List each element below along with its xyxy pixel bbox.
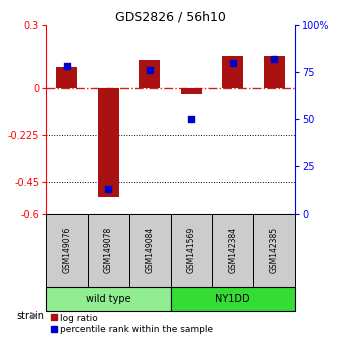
Bar	[264, 56, 285, 88]
Point	[230, 60, 235, 65]
Bar	[46, 287, 170, 311]
Text: GSM149076: GSM149076	[62, 227, 71, 273]
Text: GSM142384: GSM142384	[228, 227, 237, 273]
Bar	[222, 56, 243, 88]
Point	[271, 56, 277, 62]
Bar	[212, 214, 253, 287]
Legend: log ratio, percentile rank within the sample: log ratio, percentile rank within the sa…	[50, 314, 213, 334]
Bar	[181, 88, 202, 94]
Text: GSM149078: GSM149078	[104, 227, 113, 273]
Point	[147, 67, 152, 73]
Text: GSM141569: GSM141569	[187, 227, 196, 273]
Point	[106, 186, 111, 192]
Bar	[139, 61, 160, 88]
Bar	[253, 214, 295, 287]
Text: GSM142385: GSM142385	[270, 227, 279, 273]
Bar	[46, 214, 88, 287]
Point	[64, 63, 70, 69]
Bar	[88, 214, 129, 287]
Bar	[98, 88, 119, 197]
Bar	[129, 214, 170, 287]
Text: wild type: wild type	[86, 294, 131, 304]
Bar	[56, 67, 77, 88]
Text: strain: strain	[16, 311, 44, 321]
Text: NY1DD: NY1DD	[216, 294, 250, 304]
Text: GSM149084: GSM149084	[145, 227, 154, 273]
Point	[189, 116, 194, 122]
Bar	[170, 214, 212, 287]
Bar	[170, 287, 295, 311]
Title: GDS2826 / 56h10: GDS2826 / 56h10	[115, 11, 226, 24]
